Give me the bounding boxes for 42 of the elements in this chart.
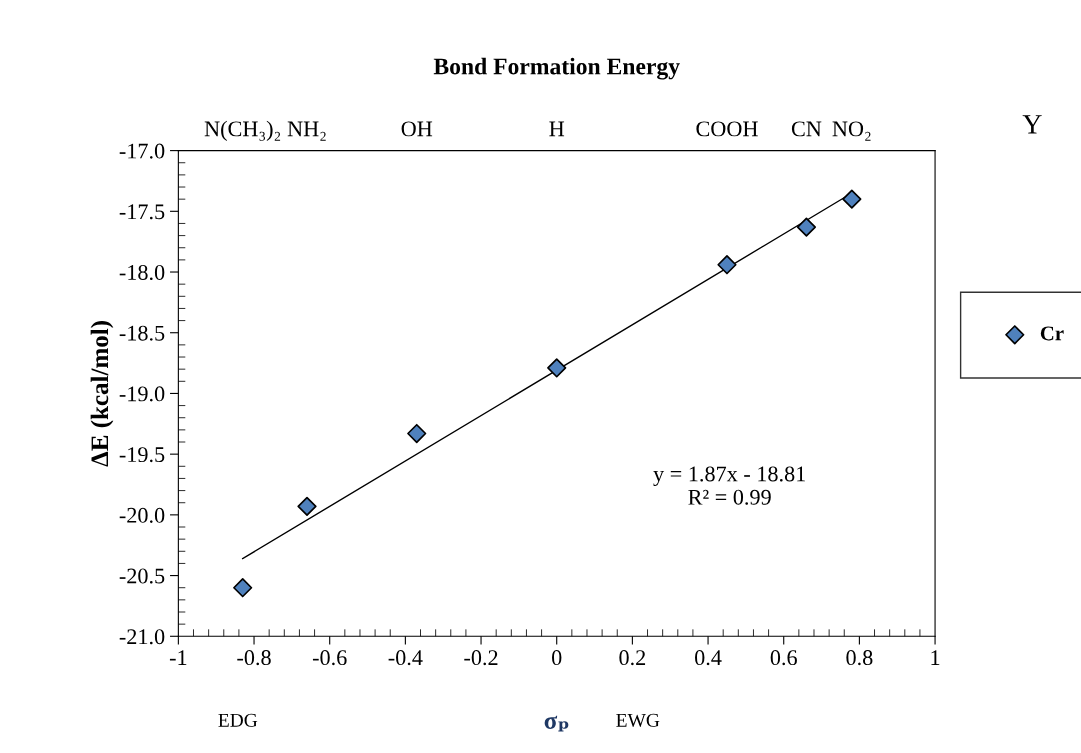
x-tick-label: 0.2	[619, 650, 646, 666]
point	[717, 255, 737, 275]
annotation: y = 1.87x - 18.81 R² = 0.99	[653, 466, 805, 505]
x-tick-label: -1	[169, 650, 187, 665]
x-tick-label: 0.8	[846, 650, 873, 666]
point	[796, 217, 817, 237]
chart-title: Bond Formation Energy	[433, 57, 680, 80]
x-tick-label: -0.4	[388, 650, 423, 666]
point	[842, 189, 862, 209]
x-tick-label: -0.6	[312, 650, 347, 666]
x-tick-label: -0.8	[237, 650, 271, 666]
legend-label: Cr	[1040, 326, 1064, 341]
x-tick-label: 0.4	[695, 650, 722, 666]
x-tick-label: 0	[552, 650, 562, 666]
point	[547, 358, 567, 378]
y-tick-label: -20.5	[119, 568, 165, 584]
text: OH	[401, 121, 433, 137]
y-tick-label: -21.0	[119, 629, 165, 645]
text: N(CH₃)₂	[204, 120, 281, 141]
text: NO₂	[832, 121, 871, 141]
point	[407, 423, 427, 444]
y-tick-label: -17.0	[119, 143, 165, 159]
text: EWG	[616, 713, 660, 727]
text: EDG	[218, 713, 258, 727]
text: NH₂	[287, 121, 326, 141]
text: CN	[791, 121, 822, 137]
point	[233, 578, 253, 598]
y-tick-label: -18.5	[119, 325, 165, 341]
y-tick-label: -17.5	[119, 204, 165, 220]
x2-axis-title: Y	[1022, 115, 1042, 134]
y-tick-label: -19.0	[119, 386, 165, 402]
text: H	[549, 121, 565, 137]
x-axis-title: σₚ	[544, 715, 569, 732]
point	[297, 496, 317, 516]
y-axis-title: ΔE (kcal/mol)	[90, 321, 114, 467]
x-tick-label: 1	[931, 650, 940, 665]
y-tick-label: -20.0	[119, 507, 165, 523]
y-tick-label: -19.5	[119, 447, 165, 463]
text: COOH	[696, 121, 758, 137]
y-tick-label: -18.0	[119, 264, 165, 281]
x-tick-label: -0.2	[464, 650, 498, 666]
x-tick-label: 0.6	[770, 650, 797, 666]
